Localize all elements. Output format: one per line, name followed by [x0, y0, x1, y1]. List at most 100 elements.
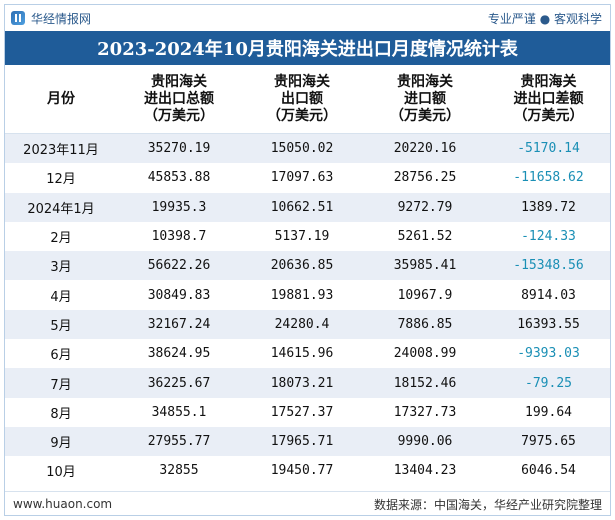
data-source: 数据来源：中国海关，华经产业研究院整理: [373, 497, 602, 512]
cell-import: 18152.46: [363, 368, 487, 398]
top-bar: 华经情报网 专业严谨 ● 客观科学: [5, 5, 610, 31]
cell-month: 2月: [5, 221, 117, 252]
cell-import: 35985.41: [363, 251, 487, 281]
table-row: 8月 34855.1 17527.37 17327.73 199.64: [5, 397, 610, 427]
cell-balance: 199.64: [487, 397, 610, 427]
cell-export: 24280.4: [241, 309, 363, 340]
cell-total: 19935.3: [117, 192, 241, 222]
cell-total: 10398.7: [117, 221, 241, 252]
cell-month: 4月: [5, 280, 117, 310]
cell-export: 17527.37: [241, 397, 363, 427]
col-header-line: 进口额: [404, 90, 446, 107]
stats-table: 月份 贵阳海关 进出口总额 （万美元） 贵阳海关 出口额 （万美元） 贵阳海关 …: [5, 65, 610, 486]
brand-name: 华经情报网: [31, 11, 92, 26]
col-header-line: 贵阳海关: [151, 73, 207, 90]
table-title-bar: 2023-2024年10月贵阳海关进出口月度情况统计表: [5, 31, 610, 65]
cell-balance: 6046.54: [487, 456, 610, 486]
table-row: 12月 45853.88 17097.63 28756.25 -11658.62: [5, 163, 610, 193]
cell-export: 14615.96: [241, 339, 363, 369]
table-title: 2023-2024年10月贵阳海关进出口月度情况统计表: [97, 39, 518, 60]
cell-import: 13404.23: [363, 456, 487, 486]
table-row: 9月 27955.77 17965.71 9990.06 7975.65: [5, 426, 610, 457]
cell-month: 9月: [5, 426, 117, 457]
table-row: 4月 30849.83 19881.93 10967.9 8914.03: [5, 280, 610, 310]
cell-export: 19450.77: [241, 456, 363, 486]
col-header-line: 贵阳海关: [520, 73, 577, 90]
col-header-line: （万美元）: [513, 107, 584, 124]
cell-import: 9272.79: [363, 192, 487, 222]
cell-month: 5月: [5, 309, 117, 340]
cell-month: 10月: [5, 456, 117, 486]
col-header-line: 月份: [47, 90, 75, 107]
cell-import: 20220.16: [363, 133, 487, 164]
cell-total: 34855.1: [117, 397, 241, 427]
col-header-line: （万美元）: [267, 107, 337, 124]
cell-total: 45853.88: [117, 163, 241, 193]
cell-month: 12月: [5, 163, 117, 193]
cell-balance: -9393.03: [487, 339, 610, 369]
table-row: 7月 36225.67 18073.21 18152.46 -79.25: [5, 368, 610, 398]
huajing-logo-icon: [11, 11, 25, 25]
col-header-balance: 贵阳海关 进出口差额 （万美元）: [487, 65, 610, 134]
cell-import: 7886.85: [363, 309, 487, 340]
table-row: 10月 32855 19450.77 13404.23 6046.54: [5, 456, 610, 486]
col-header-line: （万美元）: [144, 107, 214, 124]
cell-month: 7月: [5, 368, 117, 398]
table-row: 2023年11月 35270.19 15050.02 20220.16 -5170.14: [5, 133, 610, 164]
cell-export: 17965.71: [241, 426, 363, 457]
col-header-line: 贵阳海关: [274, 73, 330, 90]
cell-import: 28756.25: [363, 163, 487, 193]
cell-total: 35270.19: [117, 133, 241, 164]
cell-total: 56622.26: [117, 251, 241, 281]
table-body: 2023年11月 35270.19 15050.02 20220.16 -5170.14…: [5, 133, 610, 486]
col-header-line: 进出口差额: [513, 90, 584, 107]
cell-balance: -79.25: [487, 368, 610, 398]
cell-total: 36225.67: [117, 368, 241, 398]
cell-import: 10967.9: [363, 280, 487, 310]
cell-balance: 8914.03: [487, 280, 610, 310]
cell-balance: -15348.56: [487, 251, 610, 281]
cell-month: 8月: [5, 397, 117, 427]
cell-import: 24008.99: [363, 339, 487, 369]
footer: www.huaon.com 数据来源：中国海关，华经产业研究院整理: [5, 491, 610, 516]
cell-month: 3月: [5, 251, 117, 281]
table-row: 2月 10398.7 5137.19 5261.52 -124.33: [5, 221, 610, 252]
col-header-total: 贵阳海关 进出口总额 （万美元）: [117, 65, 241, 134]
cell-month: 2023年11月: [5, 133, 117, 164]
cell-export: 20636.85: [241, 251, 363, 281]
cell-export: 5137.19: [241, 221, 363, 252]
cell-balance: -11658.62: [487, 163, 610, 193]
cell-import: 9990.06: [363, 426, 487, 457]
cell-month: 6月: [5, 339, 117, 369]
cell-export: 10662.51: [241, 192, 363, 222]
brand-tagline: 专业严谨 ● 客观科学: [487, 11, 602, 26]
col-header-export: 贵阳海关 出口额 （万美元）: [241, 65, 363, 134]
cell-balance: 16393.55: [487, 309, 610, 340]
table-header-row: 月份 贵阳海关 进出口总额 （万美元） 贵阳海关 出口额 （万美元） 贵阳海关 …: [5, 65, 610, 134]
cell-total: 32167.24: [117, 309, 241, 340]
col-header-month: 月份: [5, 65, 117, 134]
cell-export: 18073.21: [241, 368, 363, 398]
cell-import: 5261.52: [363, 221, 487, 252]
cell-month: 2024年1月: [5, 192, 117, 222]
cell-total: 38624.95: [117, 339, 241, 369]
cell-export: 15050.02: [241, 133, 363, 164]
col-header-line: 出口额: [281, 90, 323, 107]
cell-balance: 1389.72: [487, 192, 610, 222]
cell-balance: -5170.14: [487, 133, 610, 164]
cell-total: 30849.83: [117, 280, 241, 310]
cell-export: 19881.93: [241, 280, 363, 310]
table-row: 5月 32167.24 24280.4 7886.85 16393.55: [5, 309, 610, 340]
cell-export: 17097.63: [241, 163, 363, 193]
site-url: www.huaon.com: [13, 497, 113, 511]
report-frame: 华经情报网 专业严谨 ● 客观科学 2023-2024年10月贵阳海关进出口月度…: [4, 4, 611, 516]
col-header-line: （万美元）: [390, 107, 460, 124]
col-header-line: 贵阳海关: [397, 73, 453, 90]
cell-balance: 7975.65: [487, 426, 610, 457]
table-row: 3月 56622.26 20636.85 35985.41 -15348.56: [5, 251, 610, 281]
cell-total: 32855: [117, 456, 241, 486]
cell-total: 27955.77: [117, 426, 241, 457]
brand: 华经情报网: [11, 10, 91, 27]
col-header-line: 进出口总额: [144, 90, 214, 107]
table-row: 2024年1月 19935.3 10662.51 9272.79 1389.72: [5, 192, 610, 222]
